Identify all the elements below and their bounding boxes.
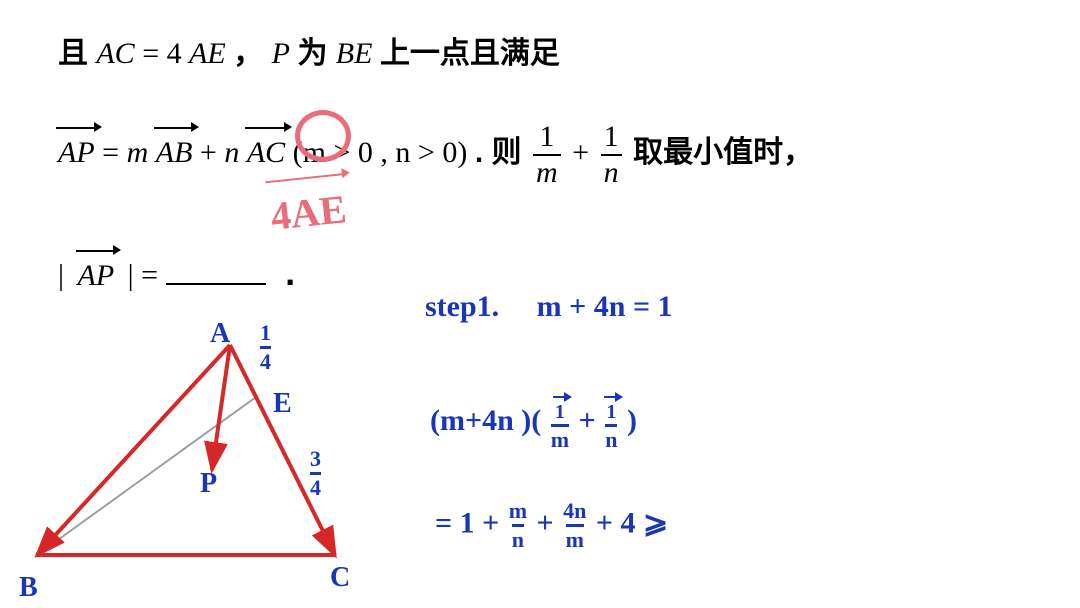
w3-f2d: m [566,524,584,551]
vec-AC: AC [247,125,285,170]
step-eq: m + 4n = 1 [537,290,673,323]
label-B: B [19,572,38,604]
den-n: n [601,154,622,188]
vec-AB-edge [37,345,230,555]
frac-1-over-m: 1 m [533,122,561,188]
eq-sign: = [102,136,126,169]
f34d: 4 [310,472,321,499]
w2-frac-1n: 1 n [605,395,617,451]
dot-2: . [285,252,295,293]
w2-f2d: n [605,424,617,451]
var-AE: AE [189,37,226,70]
frac-3-4: 3 4 [308,448,323,499]
line-BE [37,397,256,555]
w3-eq: = 1 + [435,506,507,539]
step-label: step1. [425,290,499,323]
label-E: E [273,388,292,420]
problem-line-1: 且 AC = 4 AE ， P 为 BE 上一点且满足 [58,28,560,72]
w3-f1n: m [509,500,527,524]
w2-frac-1m: 1 m [551,395,569,451]
var-n: n [224,136,239,169]
label-P: P [200,468,217,500]
vec-AP: AP [58,125,95,170]
answer-blank[interactable] [166,250,266,285]
text-tail1: 上一点且满足 [380,37,560,70]
vec-AP-2: AP [78,248,115,293]
work-line-3: = 1 + m n + 4n m + 4 ⩾ [435,500,668,551]
w3-frac-mn: m n [509,500,527,551]
sep-1: ， [233,37,271,70]
label-A: A [210,318,230,350]
red-circle-annotation [295,110,351,162]
w2-plus: + [579,404,604,437]
w3-f1d: n [512,524,524,551]
problem-line-3: | AP | = . [58,248,295,294]
w3-p: + [537,506,562,539]
frac-1-4: 1 4 [258,322,273,373]
eq-4: = 4 [142,37,181,70]
var-BE: BE [336,37,373,70]
plus-1: + [200,136,224,169]
hand-red-4ae: 4AE [267,171,349,240]
var-AC: AC [96,37,134,70]
w2-f1n: 1 [555,395,565,424]
f34n: 3 [310,448,321,472]
w2-f2n: 1 [606,395,616,424]
vec-AB: AB [156,125,193,170]
w2-close: ) [627,404,637,437]
f14n: 1 [260,322,271,346]
num-1b: 1 [601,122,622,154]
text-min: 取最小值时， [633,136,813,169]
text-qie: 且 [58,37,96,70]
text-ze: 则 [492,136,522,169]
num-1: 1 [536,122,557,154]
abs-open: | [58,259,64,292]
plus-2: + [572,136,596,169]
work-step-label: step1. m + 4n = 1 [425,290,673,324]
var-P: P [272,37,290,70]
text-wei: 为 [297,37,335,70]
frac-1-over-n: 1 n [601,122,622,188]
w3-end: + 4 ⩾ [596,506,668,539]
den-m: m [533,154,561,188]
problem-line-2: AP = m AB + n AC (m > 0 , n > 0) . 则 1 m… [58,122,813,188]
w2-open: (m+4n )( [430,404,549,437]
f14d: 4 [260,346,271,373]
triangle-diagram [25,320,395,595]
hand-red-text: 4AE [267,171,349,240]
w2-f1d: m [551,424,569,451]
w3-frac-4nm: 4n m [563,500,586,551]
work-line-2: (m+4n )( 1 m + 1 n ) [430,395,637,451]
dot-1: . [475,136,492,169]
abs-close-eq: | = [128,259,158,292]
label-C: C [330,562,350,594]
w3-f2n: 4n [563,500,586,524]
var-m: m [127,136,149,169]
